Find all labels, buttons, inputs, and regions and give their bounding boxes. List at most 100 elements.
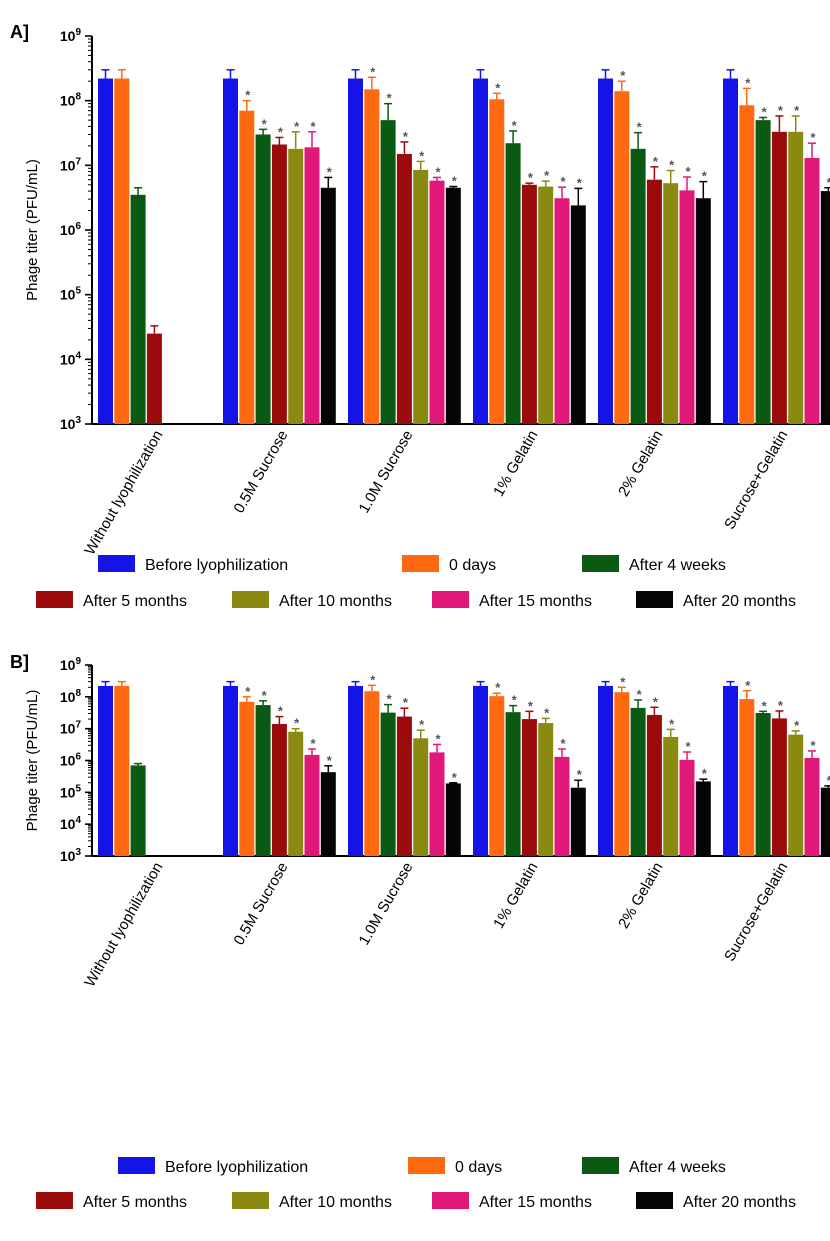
category-label: 1.0M Sucrose (356, 860, 417, 949)
legend-label: After 15 months (479, 593, 592, 610)
panel-label: A] (10, 22, 29, 42)
significance-marker: * (762, 104, 768, 119)
significance-marker: * (419, 717, 425, 732)
category-label: 2% Gelatin (615, 428, 666, 500)
significance-marker: * (512, 693, 518, 708)
bar (598, 78, 613, 425)
bar (739, 699, 755, 856)
bar (788, 734, 804, 856)
significance-marker: * (827, 773, 830, 788)
bar (380, 712, 396, 856)
bar (723, 78, 738, 425)
bar (679, 759, 695, 856)
significance-marker: * (669, 158, 675, 173)
panel-b: B] Phage titer (PFU/mL) 103 104 105 106 107 108… (10, 652, 830, 1211)
significance-marker: * (310, 736, 316, 751)
significance-marker: * (387, 91, 393, 106)
bar (755, 713, 771, 856)
significance-marker: * (620, 68, 626, 83)
significance-marker: * (653, 154, 659, 169)
y-tick-label: 104 (60, 815, 82, 832)
bar (663, 183, 679, 424)
y-tick-label: 103 (60, 415, 82, 432)
significance-marker: * (452, 174, 458, 189)
bar (630, 707, 646, 856)
bar (114, 78, 130, 425)
bar (271, 724, 287, 856)
legend-label: After 20 months (683, 1194, 796, 1211)
significance-marker: * (419, 148, 425, 163)
category-label: 1% Gelatin (490, 860, 541, 932)
bar (473, 78, 488, 425)
bar (505, 143, 521, 424)
significance-marker: * (528, 698, 534, 713)
significance-marker: * (528, 170, 534, 185)
bar (98, 78, 113, 425)
bar (223, 78, 238, 425)
bar (473, 685, 488, 856)
bar (239, 110, 255, 425)
y-tick-label: 104 (60, 350, 82, 367)
bar (630, 148, 646, 424)
legend-swatch (636, 1192, 673, 1209)
significance-marker: * (278, 704, 284, 719)
bar (521, 719, 537, 856)
bar (771, 718, 787, 856)
bar (820, 191, 830, 424)
bar (255, 134, 271, 424)
significance-marker: * (294, 119, 300, 134)
significance-marker: * (827, 175, 830, 190)
significance-marker: * (495, 680, 501, 695)
significance-marker: * (262, 116, 268, 131)
bar (380, 120, 396, 424)
bar (445, 187, 461, 424)
significance-marker: * (560, 174, 566, 189)
bar (598, 685, 613, 856)
bar (538, 186, 554, 424)
category-label: 0.5M Sucrose (231, 428, 292, 517)
significance-marker: * (245, 684, 251, 699)
significance-marker: * (685, 164, 691, 179)
category-label: 2% Gelatin (615, 860, 666, 932)
panel-a: A] Phage titer (PFU/mL) 103 104 105 106 107 108… (10, 22, 830, 610)
significance-marker: * (794, 103, 800, 118)
significance-marker: * (294, 716, 300, 731)
significance-marker: * (560, 736, 566, 751)
bar (288, 731, 304, 856)
legend-label: Before lyophilization (145, 557, 288, 574)
bar (614, 692, 630, 856)
y-tick-label: 103 (60, 847, 82, 864)
bar (646, 714, 662, 856)
bar (755, 120, 771, 424)
bar (614, 91, 630, 425)
legend-label: Before lyophilization (165, 1159, 308, 1176)
legend-label: After 20 months (683, 593, 796, 610)
legend-swatch (408, 1157, 445, 1174)
bar (646, 179, 662, 424)
bar (820, 787, 830, 856)
bar (804, 757, 820, 856)
significance-marker: * (745, 75, 751, 90)
bar (396, 716, 412, 856)
significance-marker: * (810, 130, 816, 145)
bar (788, 131, 804, 424)
legend-swatch (582, 1157, 619, 1174)
bar (364, 691, 380, 856)
bar (489, 99, 505, 425)
bar (663, 736, 679, 856)
legend-swatch (582, 555, 619, 572)
bar (98, 685, 113, 856)
significance-marker: * (435, 164, 441, 179)
significance-marker: * (544, 705, 550, 720)
significance-marker: * (637, 120, 643, 135)
bar (445, 783, 461, 856)
legend-swatch (636, 591, 673, 608)
legend-label: After 10 months (279, 1194, 392, 1211)
significance-marker: * (370, 672, 376, 687)
significance-marker: * (262, 688, 268, 703)
bar (429, 180, 445, 424)
y-axis-label: Phage titer (PFU/mL) (24, 159, 41, 301)
legend-label: After 15 months (479, 1194, 592, 1211)
bar (695, 781, 711, 856)
bar (255, 705, 271, 856)
